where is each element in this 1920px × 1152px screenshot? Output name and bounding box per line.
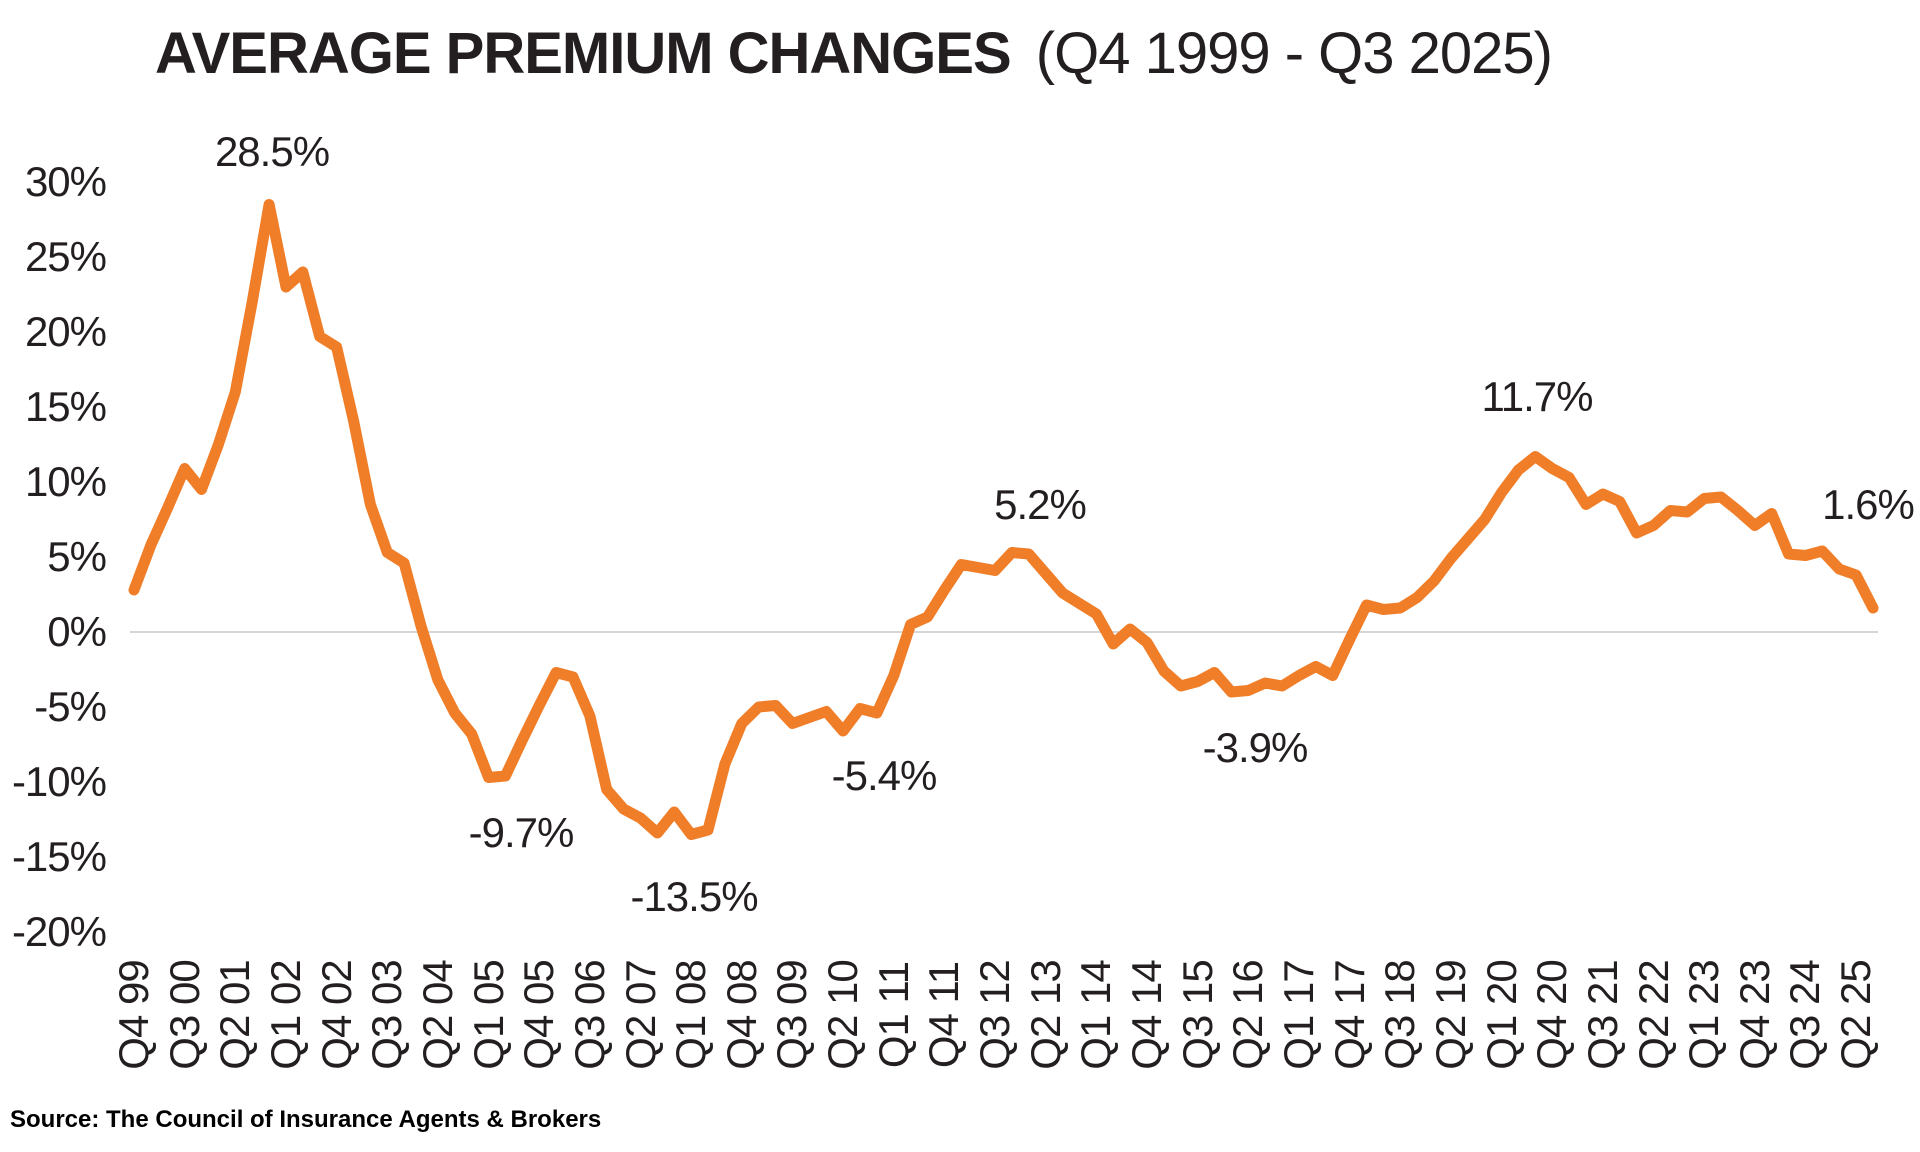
x-tick-label: Q4 14 xyxy=(1123,960,1170,1070)
x-tick-label: Q1 14 xyxy=(1072,960,1120,1070)
annotation-q3-20: 11.7% xyxy=(1481,373,1594,420)
x-tick-label: Q1 11 xyxy=(869,961,917,1069)
y-tick-label: -20% xyxy=(11,908,107,955)
x-tick-label: Q4 17 xyxy=(1325,960,1373,1070)
x-tick-label: Q3 00 xyxy=(160,960,208,1070)
x-tick-label: Q2 10 xyxy=(819,960,867,1070)
source-note: Source: The Council of Insurance Agents … xyxy=(10,1106,602,1133)
annotation-q4-01: 28.5% xyxy=(214,128,330,175)
x-tick-label: Q3 15 xyxy=(1173,960,1221,1070)
x-tick-label: Q2 13 xyxy=(1021,960,1069,1070)
x-tick-label: Q4 11 xyxy=(920,961,968,1069)
x-tick-label: Q1 23 xyxy=(1680,960,1728,1070)
chart-title-period: (Q4 1999 - Q3 2025) xyxy=(1035,21,1553,86)
x-tick-label: Q1 08 xyxy=(667,960,715,1070)
chart-title-main: AVERAGE PREMIUM CHANGES xyxy=(155,21,1012,86)
x-tick-label: Q2 04 xyxy=(413,960,461,1070)
y-tick-label: 15% xyxy=(24,383,107,430)
y-tick-label: -10% xyxy=(11,758,107,805)
annotation-q1-05: -9.7% xyxy=(468,809,575,856)
annotation-q4-10: -5.4% xyxy=(831,752,938,799)
x-tick-label: Q4 08 xyxy=(717,960,765,1070)
x-tick-label: Q3 18 xyxy=(1376,960,1424,1070)
annotation-q1-13: 5.2% xyxy=(994,481,1087,528)
x-tick-label: Q2 16 xyxy=(1224,960,1272,1070)
y-tick-label: 0% xyxy=(47,608,107,655)
y-tick-label: 20% xyxy=(24,308,107,355)
x-tick-label: Q4 05 xyxy=(515,960,563,1070)
x-tick-label: Q2 07 xyxy=(616,960,664,1070)
y-tick-label: -15% xyxy=(11,833,107,880)
x-tick-label: Q3 24 xyxy=(1781,960,1829,1070)
x-tick-label: Q3 09 xyxy=(768,960,816,1070)
y-tick-label: -5% xyxy=(34,683,107,730)
x-tick-label: Q1 02 xyxy=(261,960,309,1070)
annotation-q3-25: 1.6% xyxy=(1822,481,1915,528)
x-tick-label: Q2 19 xyxy=(1426,960,1474,1070)
chart-title: AVERAGE PREMIUM CHANGES (Q4 1999 - Q3 20… xyxy=(155,21,1553,86)
x-tick-label: Q1 17 xyxy=(1274,960,1322,1070)
x-tick-label: Q3 12 xyxy=(971,960,1019,1070)
x-tick-label: Q3 03 xyxy=(363,960,411,1070)
x-tick-label: Q4 20 xyxy=(1528,960,1576,1070)
y-tick-label: 30% xyxy=(24,158,107,205)
x-tick-label: Q1 05 xyxy=(464,960,512,1070)
x-tick-label: Q2 01 xyxy=(211,960,259,1070)
x-tick-label: Q1 20 xyxy=(1477,960,1525,1070)
annotation-q2-16: -3.9% xyxy=(1202,724,1309,771)
annotation-q1-08: -13.5% xyxy=(630,873,758,920)
x-tick-label: Q4 02 xyxy=(312,960,360,1070)
x-tick-label: Q4 99 xyxy=(110,960,157,1070)
premium-change-line xyxy=(128,199,1879,840)
x-tick-label: Q3 06 xyxy=(565,960,613,1070)
y-tick-label: 25% xyxy=(24,233,107,280)
x-tick-label: Q3 21 xyxy=(1578,960,1626,1070)
y-tick-label: 5% xyxy=(47,533,107,580)
x-tick-label: Q2 22 xyxy=(1629,960,1677,1070)
y-tick-label: 10% xyxy=(24,458,107,505)
x-tick-label: Q2 25 xyxy=(1832,960,1880,1070)
x-tick-label: Q4 23 xyxy=(1730,960,1778,1070)
